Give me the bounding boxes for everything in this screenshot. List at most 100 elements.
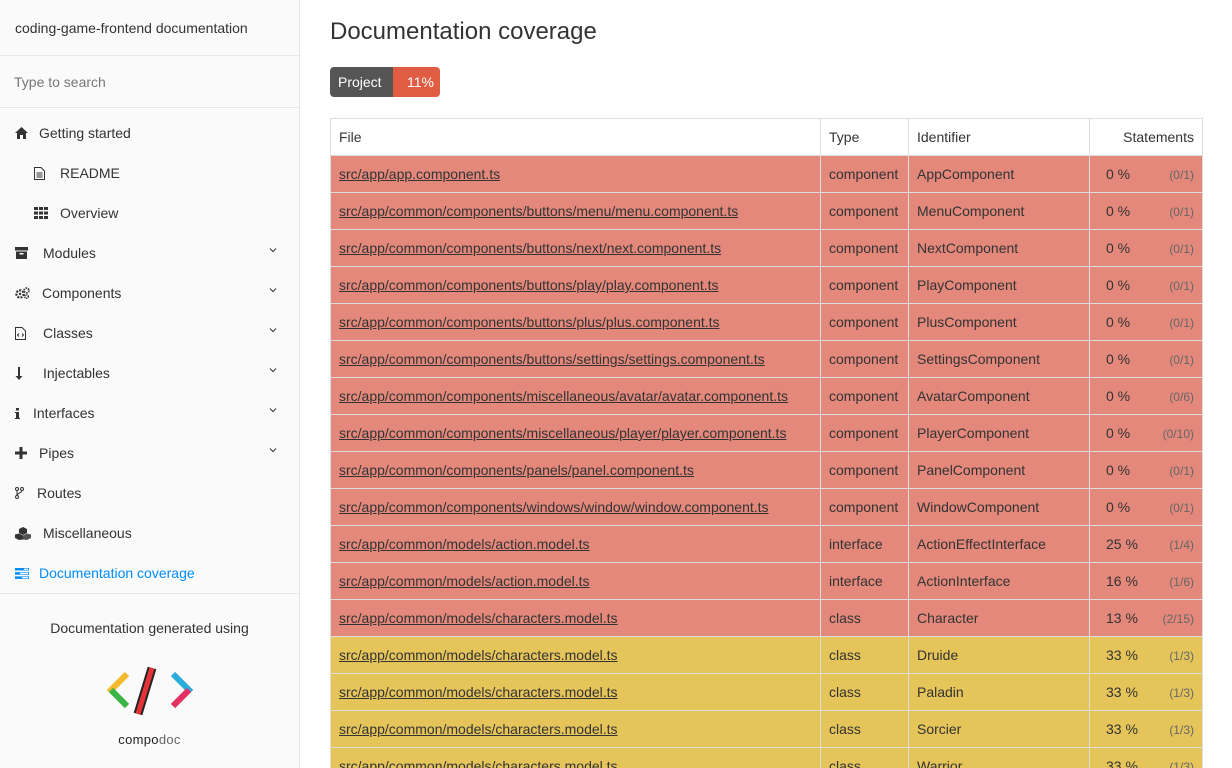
file-link[interactable]: src/app/common/components/windows/window…: [339, 499, 769, 515]
menu-item-pipes[interactable]: Pipes: [0, 433, 299, 473]
cell-type: component: [820, 377, 909, 415]
cell-identifier: SettingsComponent: [908, 340, 1090, 378]
menu-item-injectables[interactable]: Injectables: [0, 353, 299, 393]
table-header-row: File Type Identifier Statements: [330, 118, 1203, 156]
column-header-identifier[interactable]: Identifier: [908, 118, 1090, 156]
chevron-down-icon[interactable]: [269, 406, 277, 414]
cell-file: src/app/common/components/buttons/play/p…: [330, 266, 821, 304]
column-header-type[interactable]: Type: [820, 118, 909, 156]
cell-identifier: PlusComponent: [908, 303, 1090, 341]
plus-icon: [15, 447, 33, 459]
file-link[interactable]: src/app/common/models/characters.model.t…: [339, 647, 618, 663]
statement-percent: 0 %: [1106, 499, 1131, 515]
branch-icon: [15, 487, 31, 499]
cell-statements: 0 % (0/1): [1089, 266, 1203, 304]
menu-item-readme[interactable]: README: [0, 153, 299, 193]
statement-percent: 0 %: [1106, 166, 1131, 182]
file-link[interactable]: src/app/common/components/buttons/plus/p…: [339, 314, 720, 330]
logo-text-compo: compo: [118, 732, 159, 747]
menu-item-miscellaneous[interactable]: Miscellaneous: [0, 513, 299, 553]
cell-identifier: Character: [908, 599, 1090, 637]
statement-count: (1/3): [1169, 686, 1194, 700]
chevron-down-icon[interactable]: [269, 446, 277, 454]
menu-item-label: Injectables: [43, 365, 110, 381]
chevron-down-icon[interactable]: [269, 366, 277, 374]
file-link[interactable]: src/app/common/components/buttons/menu/m…: [339, 203, 739, 219]
cell-statements: 0 % (0/1): [1089, 229, 1203, 267]
file-link[interactable]: src/app/app.component.ts: [339, 166, 501, 182]
file-link[interactable]: src/app/common/components/buttons/settin…: [339, 351, 765, 367]
cell-statements: 33 % (1/3): [1089, 673, 1203, 711]
cell-type: component: [820, 155, 909, 193]
cell-file: src/app/common/models/characters.model.t…: [330, 747, 821, 768]
badge-value: 11%: [393, 67, 440, 97]
statement-percent: 0 %: [1106, 277, 1131, 293]
statement-count: (0/1): [1169, 242, 1194, 256]
file-link[interactable]: src/app/common/models/characters.model.t…: [339, 684, 618, 700]
table-row: src/app/common/components/buttons/settin…: [330, 340, 1203, 378]
cell-type: component: [820, 303, 909, 341]
menu-item-overview[interactable]: Overview: [0, 193, 299, 233]
file-link[interactable]: src/app/common/components/buttons/next/n…: [339, 240, 722, 256]
compodoc-logo-icon[interactable]: [105, 666, 195, 736]
statement-count: (2/15): [1162, 612, 1194, 626]
cell-identifier: PlayComponent: [908, 266, 1090, 304]
table-row: src/app/common/models/characters.model.t…: [330, 747, 1203, 768]
file-link[interactable]: src/app/common/models/action.model.ts: [339, 573, 590, 589]
cell-file: src/app/common/components/panels/panel.c…: [330, 451, 821, 489]
menu-item-label: Classes: [43, 325, 93, 341]
menu-item-getting-started[interactable]: Getting started: [0, 113, 299, 153]
file-link[interactable]: src/app/common/components/buttons/play/p…: [339, 277, 719, 293]
table-row: src/app/common/models/characters.model.t…: [330, 710, 1203, 748]
docs-title[interactable]: coding-game-frontend documentation: [0, 0, 299, 56]
chevron-down-icon[interactable]: [269, 246, 277, 254]
column-header-file[interactable]: File: [330, 118, 821, 156]
cell-statements: 0 % (0/6): [1089, 377, 1203, 415]
cell-statements: 0 % (0/10): [1089, 414, 1203, 452]
menu-item-routes[interactable]: Routes: [0, 473, 299, 513]
menu-item-modules[interactable]: Modules: [0, 233, 299, 273]
arrow-down-icon: [15, 366, 33, 380]
cell-file: src/app/common/components/buttons/next/n…: [330, 229, 821, 267]
chevron-down-icon[interactable]: [269, 286, 277, 294]
cell-statements: 33 % (1/3): [1089, 636, 1203, 674]
statement-count: (0/1): [1169, 316, 1194, 330]
coverage-table: File Type Identifier Statements src/app/…: [330, 118, 1203, 768]
page-title: Documentation coverage: [330, 18, 597, 45]
menu-item-components[interactable]: Components: [0, 273, 299, 313]
column-header-statements[interactable]: Statements: [1089, 118, 1203, 156]
cell-type: class: [820, 636, 909, 674]
table-row: src/app/common/models/action.model.ts int…: [330, 562, 1203, 600]
chevron-down-icon[interactable]: [269, 326, 277, 334]
file-link[interactable]: src/app/common/models/action.model.ts: [339, 536, 590, 552]
cell-statements: 0 % (0/1): [1089, 192, 1203, 230]
statement-percent: 0 %: [1106, 351, 1131, 367]
cell-type: component: [820, 266, 909, 304]
cubes-icon: [15, 526, 33, 540]
cell-type: class: [820, 747, 909, 768]
file-link[interactable]: src/app/common/components/panels/panel.c…: [339, 462, 694, 478]
menu-item-label: Overview: [60, 205, 119, 221]
file-link[interactable]: src/app/common/models/characters.model.t…: [339, 610, 618, 626]
statement-count: (0/10): [1162, 427, 1194, 441]
menu-item-classes[interactable]: Classes: [0, 313, 299, 353]
file-link[interactable]: src/app/common/models/characters.model.t…: [339, 721, 618, 737]
cell-type: class: [820, 673, 909, 711]
file-link[interactable]: src/app/common/components/miscellaneous/…: [339, 425, 787, 441]
cell-statements: 33 % (1/3): [1089, 710, 1203, 748]
statement-count: (1/4): [1169, 538, 1194, 552]
menu-item-documentation-coverage[interactable]: Documentation coverage: [0, 553, 299, 593]
cell-type: component: [820, 340, 909, 378]
file-link[interactable]: src/app/common/components/miscellaneous/…: [339, 388, 789, 404]
cell-identifier: AppComponent: [908, 155, 1090, 193]
menu-item-interfaces[interactable]: Interfaces: [0, 393, 299, 433]
cell-type: component: [820, 451, 909, 489]
table-row: src/app/app.component.ts component AppComp…: [330, 155, 1203, 193]
cell-identifier: ActionInterface: [908, 562, 1090, 600]
search-input[interactable]: [14, 73, 274, 90]
statement-percent: 33 %: [1106, 647, 1138, 663]
file-link[interactable]: src/app/common/models/characters.model.t…: [339, 758, 618, 768]
statement-count: (0/1): [1169, 205, 1194, 219]
cell-statements: 16 % (1/6): [1089, 562, 1203, 600]
table-row: src/app/common/models/characters.model.t…: [330, 599, 1203, 637]
